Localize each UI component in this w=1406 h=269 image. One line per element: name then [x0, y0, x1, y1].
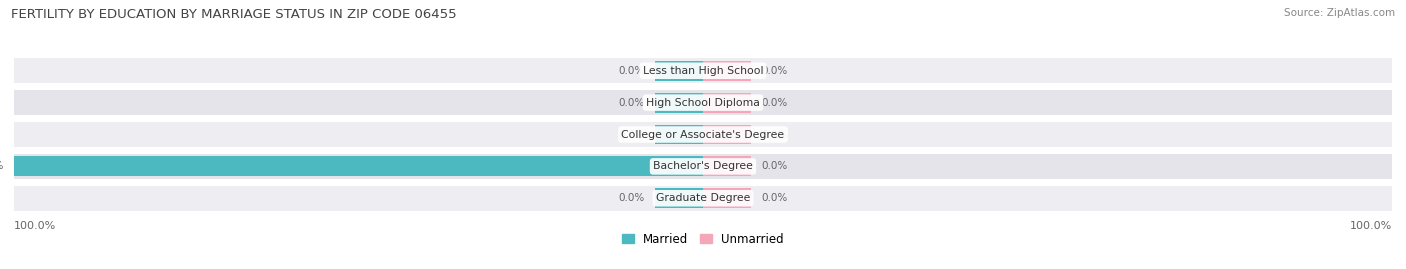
Text: Source: ZipAtlas.com: Source: ZipAtlas.com: [1284, 8, 1395, 18]
Text: 0.0%: 0.0%: [619, 193, 644, 203]
Bar: [14, 154, 1392, 179]
Bar: [14, 122, 1392, 147]
Text: 0.0%: 0.0%: [762, 66, 787, 76]
Bar: [703, 93, 751, 112]
Text: High School Diploma: High School Diploma: [647, 98, 759, 108]
Bar: [14, 157, 703, 176]
Text: FERTILITY BY EDUCATION BY MARRIAGE STATUS IN ZIP CODE 06455: FERTILITY BY EDUCATION BY MARRIAGE STATU…: [11, 8, 457, 21]
Bar: [703, 157, 751, 176]
Text: 0.0%: 0.0%: [619, 98, 644, 108]
Text: 0.0%: 0.0%: [762, 129, 787, 140]
Bar: [655, 188, 703, 208]
Bar: [703, 61, 751, 81]
Legend: Married, Unmarried: Married, Unmarried: [621, 233, 785, 246]
Bar: [655, 125, 703, 144]
Text: 100.0%: 100.0%: [0, 161, 4, 171]
Text: 0.0%: 0.0%: [619, 129, 644, 140]
Text: 0.0%: 0.0%: [762, 193, 787, 203]
Bar: [14, 186, 1392, 211]
Text: Bachelor's Degree: Bachelor's Degree: [652, 161, 754, 171]
Text: 0.0%: 0.0%: [762, 98, 787, 108]
Text: Less than High School: Less than High School: [643, 66, 763, 76]
Bar: [14, 58, 1392, 83]
Text: 100.0%: 100.0%: [14, 221, 56, 231]
Bar: [14, 90, 1392, 115]
Bar: [703, 125, 751, 144]
Text: 0.0%: 0.0%: [762, 161, 787, 171]
Bar: [655, 93, 703, 112]
Text: College or Associate's Degree: College or Associate's Degree: [621, 129, 785, 140]
Bar: [703, 188, 751, 208]
Text: 100.0%: 100.0%: [1350, 221, 1392, 231]
Text: Graduate Degree: Graduate Degree: [655, 193, 751, 203]
Text: 0.0%: 0.0%: [619, 66, 644, 76]
Bar: [655, 61, 703, 81]
